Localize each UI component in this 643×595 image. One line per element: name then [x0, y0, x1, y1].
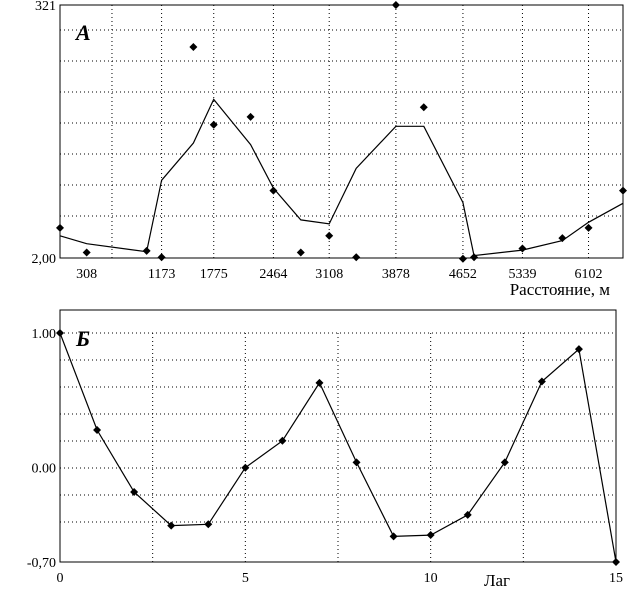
data-point: [296, 248, 305, 257]
data-point: [584, 223, 593, 232]
x-tick-label: 5339: [508, 267, 536, 282]
data-point: [56, 223, 64, 232]
panel-a: 2,00 321 308 1173 1775 2464 3108 3878 4652 5339 6…: [32, 0, 627, 299]
panel-b-x-ticks: 0 5 10 15: [57, 571, 624, 586]
panel-b-points: [56, 329, 620, 566]
x-tick-label: 4652: [449, 267, 477, 282]
data-point: [458, 254, 467, 263]
panel-a-label: А: [74, 20, 91, 45]
data-point: [157, 253, 166, 262]
x-tick-label: 308: [76, 267, 97, 282]
panel-a-x-axis-title: Расстояние, м: [510, 280, 611, 299]
data-point: [278, 436, 287, 445]
data-point: [518, 244, 527, 253]
panel-a-frame: [59, 4, 624, 259]
x-tick-label: 1173: [148, 267, 175, 282]
panel-b-y-ticks: 1.00 0.00 -0,70: [27, 327, 56, 571]
panel-b-label: Б: [75, 326, 90, 351]
data-point: [391, 1, 400, 9]
x-tick-label: 5: [242, 571, 249, 586]
data-point: [325, 231, 334, 240]
x-tick-label: 6102: [575, 267, 603, 282]
y-tick-label: 1.00: [32, 327, 57, 342]
panel-b: 1.00 0.00 -0,70 0 5 10 15 Б Лаг: [27, 309, 624, 590]
panel-b-x-axis-title: Лаг: [484, 571, 510, 590]
data-point: [315, 378, 324, 387]
data-point: [574, 345, 583, 354]
data-point: [204, 520, 213, 529]
panel-b-frame: [59, 309, 617, 563]
panel-b-grid: [60, 332, 616, 562]
x-tick-label: 2464: [259, 267, 287, 282]
y-tick-label: 0.00: [32, 462, 57, 477]
data-point: [419, 103, 428, 112]
x-tick-label: 1775: [200, 267, 228, 282]
panel-a-grid: [60, 5, 623, 258]
data-point: [352, 253, 361, 262]
data-point: [558, 234, 567, 243]
panel-a-x-ticks: 308 1173 1775 2464 3108 3878 4652 5339 6102: [76, 267, 602, 282]
data-point: [93, 425, 102, 434]
x-tick-label: 10: [424, 571, 438, 586]
data-point: [241, 463, 250, 472]
x-tick-label: 15: [609, 571, 623, 586]
data-point: [537, 377, 546, 386]
data-point: [426, 531, 435, 540]
data-point: [612, 558, 620, 566]
data-point: [389, 532, 398, 541]
x-tick-label: 0: [57, 571, 64, 586]
data-point: [269, 186, 278, 195]
data-point: [500, 458, 509, 467]
panel-a-points: [56, 1, 627, 263]
data-point: [82, 248, 91, 257]
data-point: [142, 246, 151, 255]
data-point: [246, 112, 255, 121]
data-point: [167, 521, 176, 530]
panel-a-y-ticks: 2,00 321: [32, 0, 57, 267]
x-tick-label: 3878: [382, 267, 410, 282]
series-line: [59, 332, 617, 563]
data-point: [463, 510, 472, 519]
x-tick-label: 3108: [315, 267, 343, 282]
data-point: [352, 458, 361, 467]
panel-b-correlogram-line: [59, 332, 617, 563]
data-point: [56, 329, 64, 337]
y-tick-label: -0,70: [27, 556, 56, 571]
data-point: [130, 487, 139, 496]
data-point: [209, 120, 218, 129]
data-point: [470, 253, 479, 262]
data-point: [189, 43, 198, 52]
y-tick-label: 2,00: [32, 252, 57, 267]
data-point: [619, 186, 627, 195]
y-tick-label: 321: [35, 0, 56, 14]
